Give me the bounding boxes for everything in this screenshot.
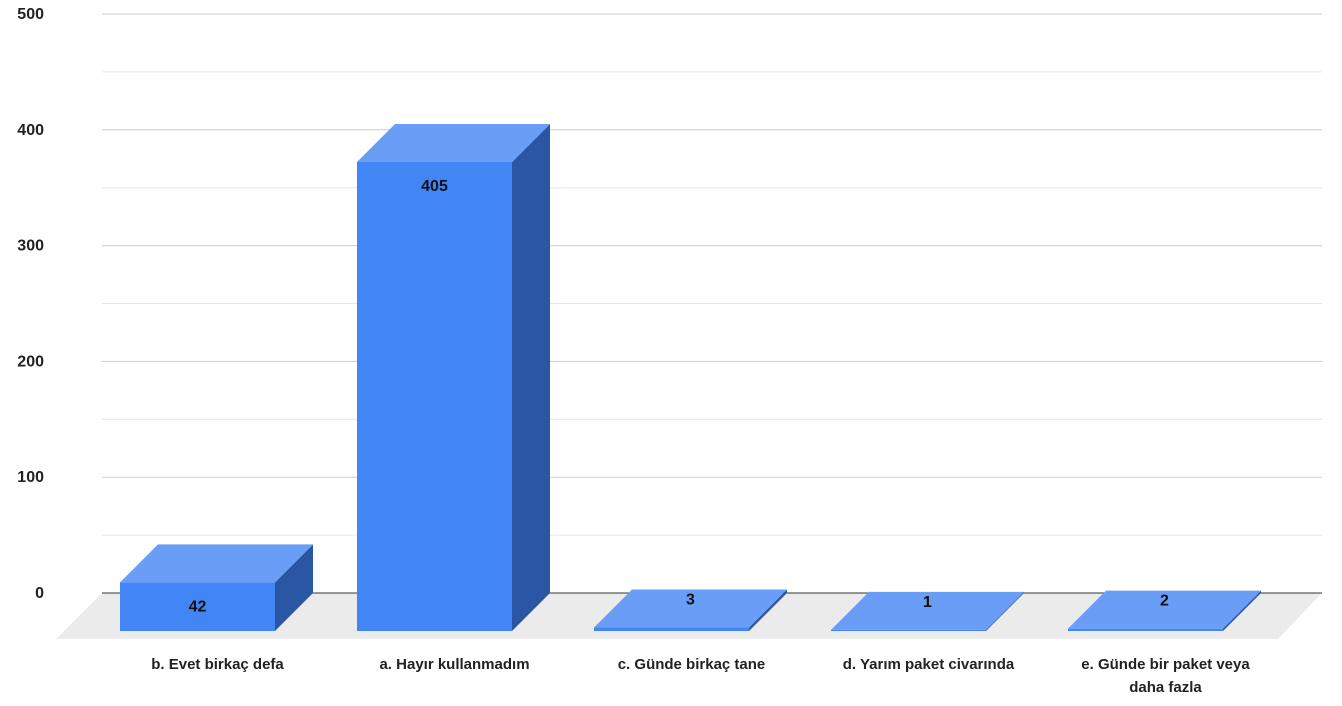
y-tick-label: 0 [35, 585, 44, 602]
y-tick-label: 400 [17, 122, 44, 139]
category-labels: b. Evet birkaç defa a. Hayır kullanmadım c… [151, 656, 1250, 696]
bar-top [120, 544, 313, 583]
bar-side [986, 591, 1024, 631]
data-label: 405 [421, 178, 448, 195]
bar-top [831, 591, 1024, 630]
category-label: b. Evet birkaç defa [151, 656, 284, 673]
bar-front [357, 162, 512, 631]
category-label: c. Günde birkaç tane [618, 656, 766, 673]
bar [1068, 590, 1261, 631]
data-labels: 42 405 3 1 2 [189, 178, 1169, 615]
bar-side [749, 589, 787, 631]
bar-front [1068, 628, 1223, 631]
bar [357, 124, 550, 631]
category-label-line: daha fazla [1129, 679, 1202, 696]
bar-front [831, 629, 986, 631]
category-label-line: a. Hayır kullanmadım [379, 656, 529, 673]
y-tick-label: 100 [17, 469, 44, 486]
bars [120, 124, 1261, 631]
y-axis-ticks: 0 100 200 300 400 500 [17, 6, 44, 602]
bar-side [1223, 590, 1261, 631]
category-label: d. Yarım paket civarında [843, 656, 1015, 673]
bar-top [594, 589, 787, 628]
data-label: 3 [686, 592, 695, 609]
data-label: 42 [189, 598, 207, 615]
bar [594, 589, 787, 631]
category-label: e. Günde bir paket veya daha fazla [1081, 656, 1250, 696]
y-tick-label: 500 [17, 6, 44, 23]
category-label-line: b. Evet birkaç defa [151, 656, 284, 673]
category-label: a. Hayır kullanmadım [379, 656, 529, 673]
bar-front [594, 627, 749, 631]
bar-top [357, 124, 550, 163]
bar-top [1068, 590, 1261, 629]
data-label: 1 [923, 594, 932, 611]
bar [831, 591, 1024, 631]
category-label-line: c. Günde birkaç tane [618, 656, 766, 673]
data-label: 2 [1160, 593, 1169, 610]
gridlines [102, 13, 1322, 594]
bar [120, 544, 313, 631]
bar-side [512, 124, 550, 631]
y-tick-label: 300 [17, 238, 44, 255]
category-label-line: d. Yarım paket civarında [843, 656, 1015, 673]
bar-front [120, 582, 275, 631]
bar-side [275, 544, 313, 631]
category-label-line: e. Günde bir paket veya [1081, 656, 1250, 673]
y-tick-label: 200 [17, 353, 44, 370]
